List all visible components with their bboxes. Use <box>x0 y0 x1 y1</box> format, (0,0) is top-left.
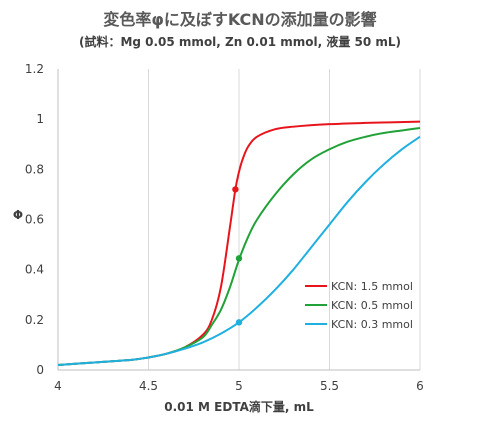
chart-subtitle: (試料：Mg 0.05 mmol, Zn 0.01 mmol, 液量 50 mL… <box>78 35 402 49</box>
x-tick-label: 4 <box>54 379 62 393</box>
y-tick-label: 0.8 <box>25 162 44 176</box>
chart-title: 変色率φに及ぼすKCNの添加量の影響 <box>103 10 377 29</box>
series-group <box>57 120 421 366</box>
x-tick-label: 5 <box>235 379 243 393</box>
x-axis-label: 0.01 M EDTA滴下量, mL <box>164 399 314 414</box>
y-tick-label: 0.2 <box>25 313 44 327</box>
axes: 4 4.5 5 5.5 6 0 0.2 0.4 0.6 0.8 1 1.2 <box>25 62 424 393</box>
x-tick-label: 5.5 <box>320 379 339 393</box>
series-marker <box>235 319 243 326</box>
legend-label: KCN: 0.5 mmol <box>331 299 413 312</box>
series-line <box>57 135 421 366</box>
y-tick-label: 0 <box>36 363 44 377</box>
series-marker <box>232 186 239 193</box>
series-marker <box>235 255 243 262</box>
y-tick-label: 1 <box>36 112 44 126</box>
x-tick-label: 4.5 <box>139 379 158 393</box>
y-tick-label: 0.4 <box>25 263 44 277</box>
legend: KCN: 1.5 mmol KCN: 0.5 mmol KCN: 0.3 mmol <box>305 280 413 331</box>
x-tick-label: 6 <box>416 379 424 393</box>
legend-label: KCN: 1.5 mmol <box>331 280 413 293</box>
y-tick-label: 1.2 <box>25 62 44 76</box>
legend-label: KCN: 0.3 mmol <box>331 318 413 331</box>
y-tick-label: 0.6 <box>25 213 44 227</box>
y-axis-label: Φ <box>13 208 23 222</box>
